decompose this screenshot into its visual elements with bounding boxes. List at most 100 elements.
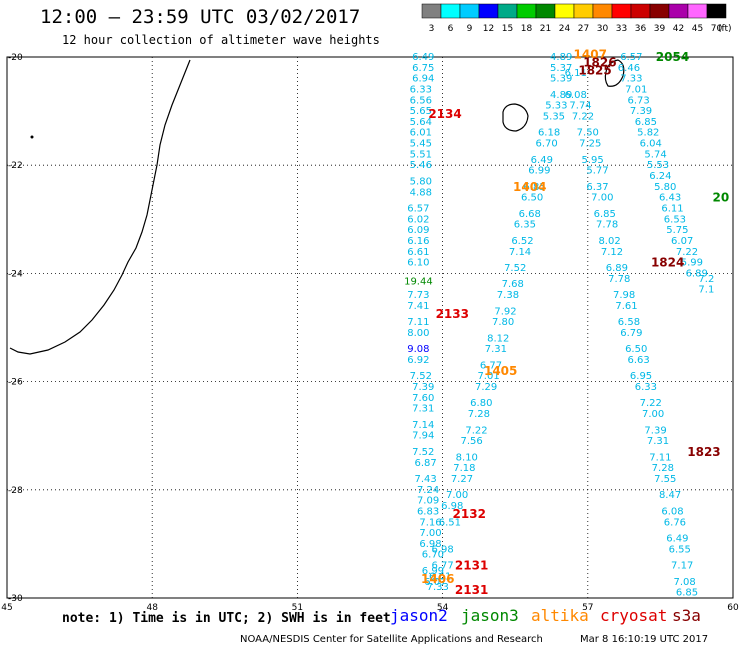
wave-height-value: 7.17 — [671, 561, 693, 572]
lon-tick-label: 51 — [292, 603, 303, 613]
wave-height-value: 6.35 — [514, 220, 536, 231]
lon-tick-label: 60 — [727, 603, 739, 613]
wave-height-value: 6.50 — [521, 193, 543, 204]
track-time-label: 2134 — [428, 107, 461, 121]
lon-tick-label: 45 — [1, 603, 12, 613]
wave-height-value: 6.49 — [531, 155, 553, 166]
track-time-labels: 2134 2133 2132 2131 2131 1404 1405 1406 14071826… — [421, 47, 729, 597]
credit-text: NOAA/NESDIS Center for Satellite Applica… — [240, 634, 543, 645]
wave-height-value: 5.80 — [410, 176, 432, 187]
coastline — [9, 59, 625, 355]
track-time-label: 2131 — [455, 583, 488, 597]
wave-height-value: 7.43 — [415, 474, 437, 485]
wave-height-value: 7.14 — [412, 420, 434, 431]
wave-height-value: 7.12 — [601, 247, 623, 258]
wave-height-value: 6.52 — [511, 236, 533, 247]
wave-height-value: 6.92 — [407, 355, 429, 366]
wave-height-value: 7.28 — [652, 463, 674, 474]
legend-label: 27 — [578, 24, 589, 34]
wave-height-value: 6.02 — [407, 214, 429, 225]
wave-height-value: 7.33 — [427, 582, 449, 593]
wave-height-value: 6.07 — [671, 236, 693, 247]
satellite-jason2: jason2 — [390, 606, 448, 625]
track-time-label: 2131 — [455, 559, 488, 573]
wave-height-value: 7.16 — [419, 517, 441, 528]
wave-height-value: 7.41 — [407, 301, 429, 312]
legend-label: 45 — [692, 24, 703, 34]
lat-tick-label: -26 — [8, 378, 23, 388]
map-frame — [6, 56, 734, 599]
legend-label: 15 — [502, 24, 513, 34]
wave-height-value: 7.25 — [579, 139, 601, 150]
track-time-label: 1404 — [513, 180, 546, 194]
wave-height-value: 6.37 — [586, 182, 608, 193]
wave-height-value: 6.63 — [627, 355, 649, 366]
wave-height-value: 6.10 — [407, 258, 429, 269]
wave-height-value: 6.70 — [536, 139, 558, 150]
wave-height-value: 6.99 — [528, 166, 550, 177]
wave-height-value: 7.22 — [465, 425, 487, 436]
wave-height-value: 6.85 — [594, 209, 616, 220]
wave-height-value: 6.51 — [439, 517, 461, 528]
track-time-label: 1405 — [484, 364, 517, 378]
wave-height-value: 6.61 — [429, 571, 451, 582]
wave-height-value: 6.08 — [661, 506, 683, 517]
wave-height-value: 6.95 — [630, 371, 652, 382]
wave-height-value: 5.33 — [545, 101, 567, 112]
wave-height-value: 7.52 — [410, 371, 432, 382]
track-time-label: 1823 — [687, 445, 720, 459]
wave-height-value: 6.85 — [676, 588, 698, 599]
wave-height-value: 6.80 — [470, 398, 492, 409]
wave-height-value: 6.46 — [618, 63, 640, 74]
wave-height-value: 6.68 — [519, 209, 541, 220]
satellite-altika: altika — [531, 606, 589, 625]
lon-tick-label: 57 — [582, 603, 593, 613]
legend-label: 36 — [635, 24, 647, 34]
legend-label: 33 — [616, 24, 627, 34]
wave-height-value: 6.11 — [661, 203, 683, 214]
wave-height-value: 7.11 — [649, 452, 671, 463]
wave-height-value: 7.60 — [412, 393, 434, 404]
wave-height-value: 6.11 — [565, 68, 587, 79]
wave-height-value: 7.78 — [608, 274, 630, 285]
track-time-label: 1826 — [583, 55, 616, 69]
wave-height-value: 6.79 — [620, 328, 642, 339]
track-time-label: 1824 — [651, 256, 684, 270]
legend-label: 39 — [654, 24, 666, 34]
wave-height-value: 7.00 — [591, 193, 613, 204]
legend-label: 30 — [597, 24, 609, 34]
wave-height-value: 7.56 — [461, 436, 483, 447]
wave-height-value: 7.08 — [673, 577, 695, 588]
wave-height-value: 4.89 — [550, 90, 572, 101]
wave-height-points: 6.496.756.946.336.565.655.646.015.455.51… — [404, 52, 714, 599]
wave-height-value: 6.73 — [627, 95, 649, 106]
wave-height-value: 5.99 — [681, 258, 703, 269]
wave-height-value: 7.11 — [407, 317, 429, 328]
wave-height-value: 7.29 — [475, 382, 497, 393]
track-time-label: 1407 — [574, 47, 607, 61]
wave-height-value: 6.77 — [480, 360, 502, 371]
wave-height-value: 6.57 — [620, 52, 642, 63]
wave-height-value: 6.70 — [422, 550, 444, 561]
wave-height-value: 7.22 — [676, 247, 698, 258]
wave-height-value: 9.08 — [407, 344, 429, 355]
reunion-island — [502, 103, 529, 132]
wave-height-value: 7.52 — [504, 263, 526, 274]
wave-height-value: 7.68 — [502, 279, 524, 290]
legend-label: 24 — [559, 24, 571, 34]
wave-height-value: 19.44 — [404, 277, 433, 288]
wave-height-value: 6.04 — [640, 139, 662, 150]
wave-height-value: 5.46 — [410, 160, 432, 171]
wave-height-value: 7.33 — [620, 74, 642, 85]
wave-height-value: 8.47 — [659, 490, 681, 501]
generated-timestamp: Mar 8 16:10:19 UTC 2017 — [580, 634, 709, 645]
wave-height-value: 7.22 — [640, 398, 662, 409]
wave-height-value: 7.39 — [644, 425, 666, 436]
wave-height-value: 6.43 — [659, 193, 681, 204]
wave-height-value: 6.98 — [431, 544, 453, 555]
wave-height-value: 6.85 — [523, 182, 545, 193]
wave-height-value: 7.24 — [417, 485, 439, 496]
wave-height-value: 6.98 — [441, 501, 463, 512]
wave-height-value: 7.01 — [477, 371, 499, 382]
